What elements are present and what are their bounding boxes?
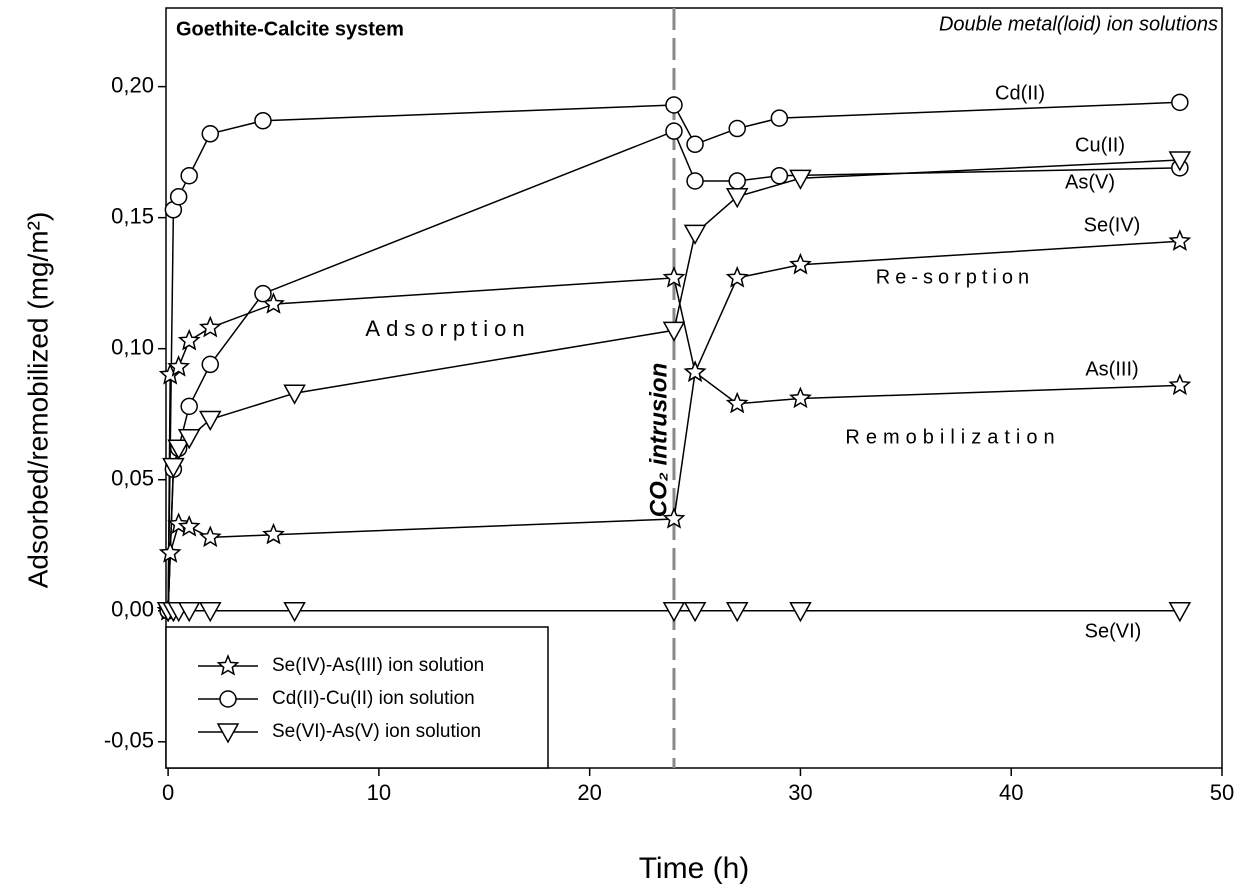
marker-circle	[201, 125, 220, 143]
marker-triangle	[177, 602, 201, 623]
legend-marker	[216, 654, 240, 676]
marker-triangle	[198, 602, 222, 623]
marker-circle	[180, 166, 198, 185]
marker-star	[1168, 229, 1192, 251]
y-tick-label: 0,15	[111, 203, 154, 228]
y-axis-label: Adsorbed/remobilized (mg/m²)	[22, 212, 53, 589]
y-tick-label: 0,00	[111, 597, 154, 622]
annotation: Remobilization	[845, 426, 1060, 448]
legend: Se(IV)-As(III) ion solution Cd(II)-Cu(II)…	[165, 626, 549, 769]
x-tick-label: 20	[577, 780, 601, 805]
marker-star	[662, 265, 686, 288]
annotation: CO₂ intrusion	[645, 363, 672, 517]
marker-circle	[686, 135, 704, 154]
marker-circle	[665, 96, 683, 114]
marker-triangle	[1168, 602, 1192, 623]
marker-triangle	[683, 602, 707, 623]
marker-circle	[169, 187, 188, 206]
marker-star	[725, 391, 749, 414]
curve-label: Cd(II)	[995, 82, 1045, 104]
marker-circle	[201, 355, 220, 374]
marker-circle	[686, 172, 704, 190]
curve-label: Se(IV)	[1084, 214, 1141, 236]
marker-triangle	[177, 429, 201, 450]
marker-star	[167, 355, 191, 377]
y-tick-label: 0,20	[111, 72, 154, 97]
marker-circle	[254, 284, 272, 303]
marker-triangle	[662, 602, 686, 623]
marker-star	[158, 541, 182, 563]
marker-star	[662, 507, 686, 529]
annotation: Double metal(loid) ion solutions	[939, 13, 1218, 35]
legend-label: Cd(II)-Cu(II) ion solution	[272, 688, 475, 709]
curve-label: Se(VI)	[1085, 620, 1142, 642]
curve-label: As(III)	[1085, 358, 1138, 380]
plot-frame	[165, 7, 1223, 769]
marker-circle	[728, 119, 746, 138]
annotation: Goethite-Calcite system	[176, 18, 404, 40]
marker-circle	[254, 111, 272, 130]
marker-triangle	[167, 439, 190, 460]
curve-label: Cu(II)	[1075, 134, 1125, 156]
legend-label: Se(VI)-As(V) ion solution	[272, 721, 481, 742]
marker-circle	[728, 172, 746, 190]
marker-star	[177, 328, 201, 351]
marker-star	[789, 386, 812, 409]
marker-triangle	[662, 321, 686, 342]
marker-star	[725, 265, 749, 288]
legend-marker	[219, 690, 237, 708]
x-tick-label: 30	[788, 780, 812, 805]
marker-triangle	[789, 602, 812, 623]
marker-circle	[1171, 93, 1189, 112]
annotation: Adsorption	[365, 316, 530, 341]
marker-triangle	[162, 457, 185, 479]
x-tick-label: 0	[162, 780, 174, 805]
marker-star	[789, 252, 812, 275]
marker-circle	[770, 166, 789, 185]
marker-star	[177, 514, 201, 537]
marker-triangle	[283, 384, 306, 405]
marker-star	[198, 525, 222, 548]
marker-circle	[665, 122, 683, 140]
curve-label: As(V)	[1065, 171, 1115, 193]
legend-marker	[216, 723, 240, 744]
marker-star	[1168, 373, 1192, 396]
marker-triangle	[789, 169, 812, 190]
x-tick-label: 40	[999, 780, 1023, 805]
marker-star	[262, 522, 285, 545]
marker-circle	[180, 397, 198, 416]
x-tick-label: 50	[1210, 780, 1234, 805]
x-axis-label: Time (h)	[639, 852, 750, 885]
marker-triangle	[1168, 151, 1192, 172]
marker-triangle	[725, 187, 749, 209]
marker-star	[198, 315, 222, 338]
y-tick-label: -0,05	[104, 728, 154, 753]
y-tick-label: 0,10	[111, 335, 154, 360]
x-tick-label: 10	[367, 780, 391, 805]
marker-triangle	[198, 410, 222, 431]
marker-triangle	[283, 602, 306, 623]
legend-label: Se(IV)-As(III) ion solution	[272, 655, 484, 676]
marker-triangle	[725, 602, 749, 623]
y-tick-label: 0,05	[111, 466, 154, 491]
marker-circle	[770, 109, 789, 127]
annotation: Re-sorption	[876, 266, 1034, 288]
marker-triangle	[683, 224, 707, 245]
marker-star	[683, 360, 707, 382]
